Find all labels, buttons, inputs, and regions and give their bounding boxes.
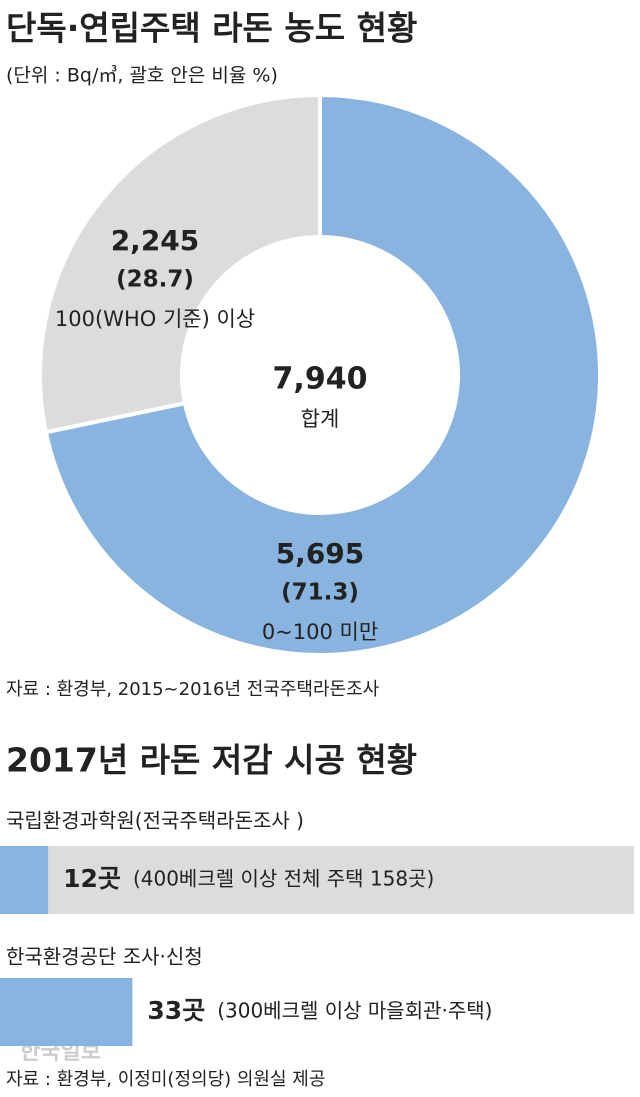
source: 자료 : 환경부, 이정미(정의당) 의원실 제공 <box>6 1069 325 1090</box>
source: 자료 : 환경부, 2015~2016년 전국주택라돈조사 <box>6 679 380 700</box>
category-label: 100(WHO 기준) 이상 <box>55 307 255 331</box>
value-label: 2,245 <box>111 224 200 257</box>
percent-label: (28.7) <box>116 267 194 293</box>
bar <box>0 978 133 1046</box>
category-label: 0~100 미만 <box>262 620 378 644</box>
value-label: 5,695 <box>276 537 365 570</box>
donut-slice <box>38 92 322 435</box>
total-label: 7,940 <box>273 362 368 397</box>
value-label: 33곳 <box>147 996 205 1025</box>
total-bar <box>0 846 634 914</box>
subtitle: (단위 : Bq/㎥, 괄호 안은 비율 %) <box>6 65 278 87</box>
bar-note: (300베크렐 이상 마을회관·주택) <box>217 999 492 1023</box>
donut-slice <box>43 92 602 657</box>
chart-title: 단독·연립주택 라돈 농도 현황 <box>6 9 417 48</box>
category-label: 국립환경과학원(전국주택라돈조사 ) <box>6 809 304 833</box>
bar-note: (400베크렐 이상 전체 주택 158곳) <box>133 867 434 891</box>
percent-label: (71.3) <box>281 580 359 606</box>
category-label: 한국환경공단 조사·신청 <box>6 945 203 969</box>
value-label: 12곳 <box>63 864 121 893</box>
chart-title: 2017년 라돈 저감 시공 현황 <box>6 741 417 780</box>
total-caption: 합계 <box>301 407 340 431</box>
bar <box>0 846 49 914</box>
